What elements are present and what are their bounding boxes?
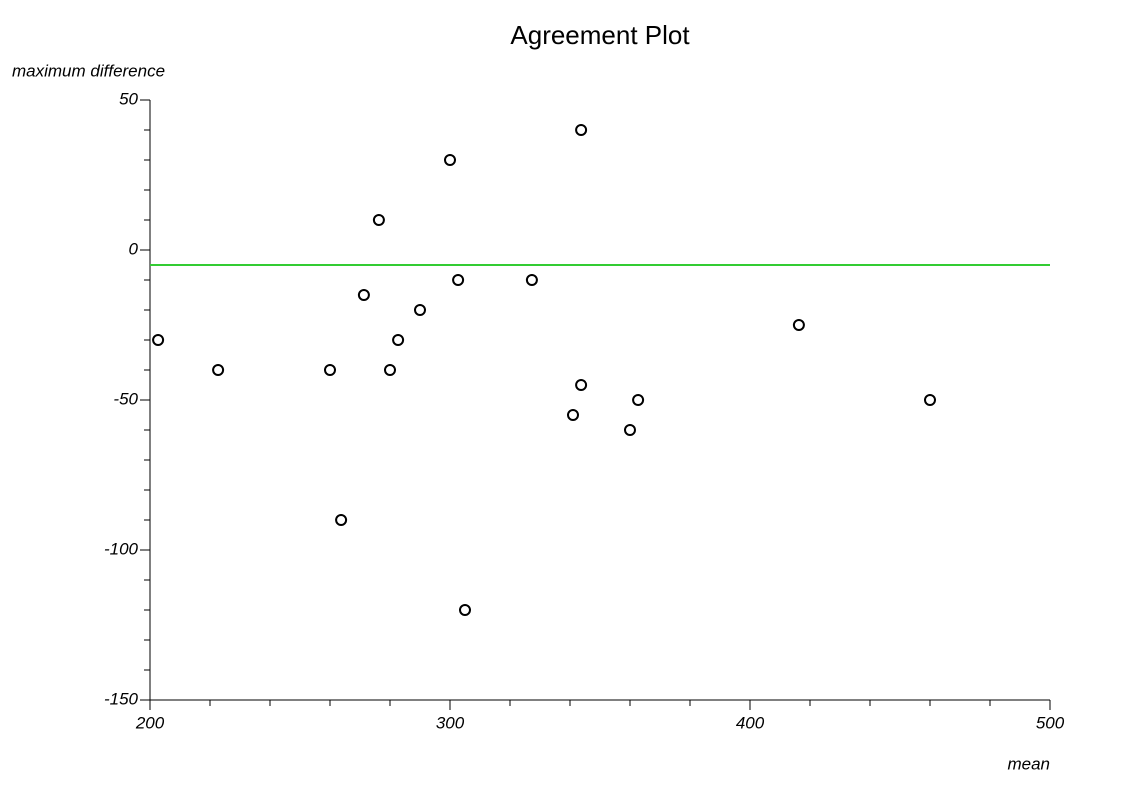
x-tick-label: 300 bbox=[436, 713, 465, 732]
y-axis-label: maximum difference bbox=[12, 61, 165, 80]
point bbox=[335, 514, 348, 526]
y-tick-label: -150 bbox=[104, 689, 139, 708]
point bbox=[384, 364, 396, 376]
point bbox=[357, 289, 370, 301]
y-tick-label: -100 bbox=[104, 539, 139, 558]
point bbox=[152, 334, 165, 346]
point bbox=[444, 154, 456, 166]
point bbox=[792, 319, 805, 331]
point bbox=[575, 379, 588, 391]
x-axis-label: mean bbox=[1007, 754, 1050, 773]
point bbox=[525, 274, 538, 286]
point bbox=[632, 394, 645, 406]
point bbox=[452, 274, 465, 286]
x-tick-label: 500 bbox=[1036, 713, 1065, 732]
point bbox=[924, 394, 936, 406]
point bbox=[212, 364, 225, 376]
point bbox=[324, 364, 336, 376]
y-tick-label: 0 bbox=[129, 239, 139, 258]
point bbox=[624, 424, 636, 436]
y-tick-label: -50 bbox=[113, 389, 138, 408]
chart-title: Agreement Plot bbox=[510, 20, 690, 50]
point bbox=[567, 409, 579, 421]
point bbox=[575, 124, 588, 136]
point bbox=[392, 334, 405, 346]
x-tick-label: 200 bbox=[135, 713, 165, 732]
point bbox=[372, 214, 385, 226]
y-tick-label: 50 bbox=[119, 89, 138, 108]
point bbox=[459, 604, 471, 616]
point bbox=[414, 304, 426, 316]
x-tick-label: 400 bbox=[736, 713, 765, 732]
